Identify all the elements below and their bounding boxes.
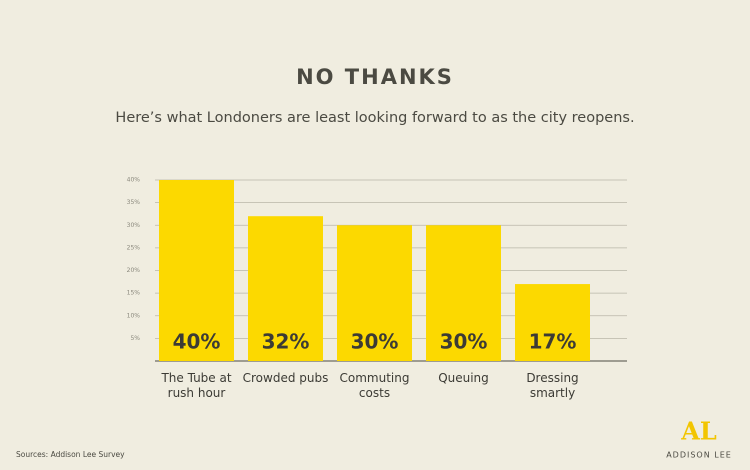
- y-tick-label: 40%: [127, 177, 141, 184]
- y-tick-label: 35%: [127, 199, 141, 206]
- x-tick-label: The Tube at rush hour: [161, 371, 232, 400]
- bar: [426, 225, 501, 361]
- value-label: 17%: [529, 330, 577, 354]
- brand-mark: AL: [680, 417, 717, 446]
- value-label: 40%: [173, 330, 221, 354]
- x-tick-label: Queuing: [438, 371, 489, 385]
- y-tick-label: 25%: [127, 244, 141, 251]
- value-label: 30%: [440, 330, 488, 354]
- bar: [159, 180, 234, 361]
- chart-subtitle: Here’s what Londoners are least looking …: [115, 110, 634, 126]
- value-label: 32%: [262, 330, 310, 354]
- y-tick-label: 10%: [127, 312, 141, 319]
- y-tick-label: 15%: [127, 290, 141, 297]
- x-tick-label: Dressing smartly: [526, 371, 579, 400]
- brand-name: ADDISON LEE: [666, 451, 732, 460]
- source-note: Sources: Addison Lee Survey: [16, 450, 125, 459]
- y-tick-label: 5%: [130, 335, 140, 342]
- bar: [337, 225, 412, 361]
- x-tick-label: Commuting costs: [339, 371, 410, 400]
- bar: [248, 216, 323, 361]
- y-tick-label: 20%: [127, 267, 141, 274]
- chart-title: NO THANKS: [296, 65, 454, 89]
- bar: [515, 284, 590, 361]
- x-tick-label: Crowded pubs: [242, 371, 329, 385]
- y-tick-label: 30%: [127, 222, 141, 229]
- value-label: 30%: [351, 330, 399, 354]
